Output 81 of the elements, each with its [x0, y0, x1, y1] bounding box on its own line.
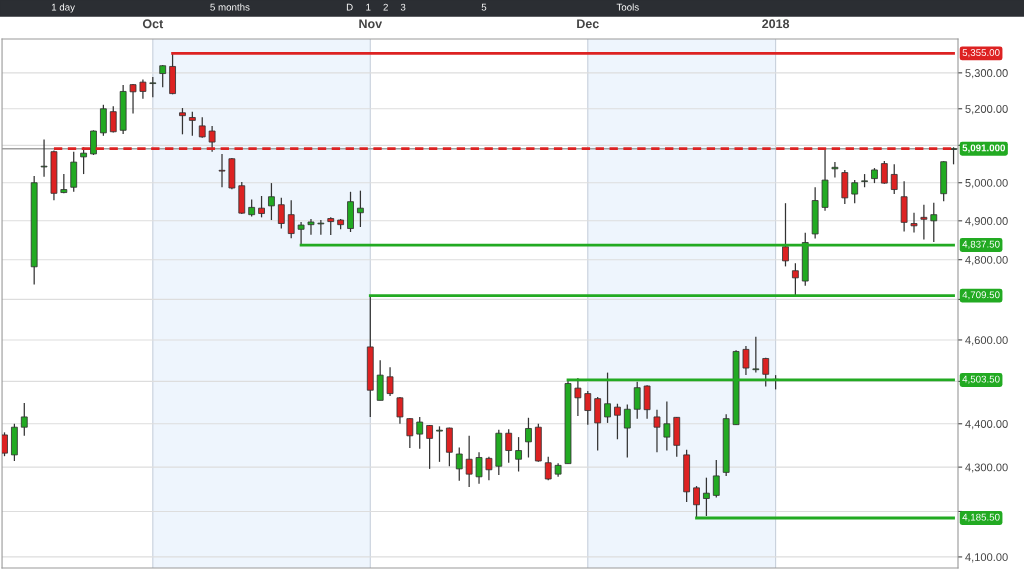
- candlestick: [653, 409, 661, 453]
- text: Tools: [616, 3, 639, 11]
- annotation: 5,355.00: [962, 49, 1000, 58]
- candlestick: [307, 218, 315, 236]
- ref-line-label: 5,091.000: [962, 144, 1006, 153]
- annotation: 4,185.50: [962, 513, 1000, 522]
- candlestick: [663, 400, 671, 452]
- candlestick: [525, 417, 532, 459]
- candlestick: [920, 204, 928, 241]
- candlestick: [188, 111, 196, 137]
- candlestick: [485, 456, 493, 481]
- candlestick: [465, 435, 473, 488]
- candlestick: [505, 428, 513, 464]
- candlestick: [159, 64, 167, 88]
- candlestick: [218, 153, 226, 188]
- x-tick-label: Dec: [577, 19, 599, 29]
- y-tick-label: 5,200.00: [965, 105, 1008, 115]
- y-tick-label: 4,100.00: [965, 553, 1008, 563]
- candlestick: [574, 377, 582, 417]
- y-tick-label: 4,900.00: [965, 217, 1008, 227]
- candlestick: [149, 76, 157, 98]
- candlestick: [851, 179, 859, 204]
- candlestick: [791, 262, 799, 297]
- candlestick: [139, 78, 147, 100]
- y-tick-label: 4,400.00: [965, 420, 1008, 430]
- candlestick: [386, 366, 394, 397]
- candlestick: [742, 345, 750, 376]
- annotation: 4,503.50: [962, 375, 1000, 384]
- candlestick: [2, 431, 8, 457]
- candlestick: [287, 199, 295, 239]
- y-tick-label: 5,000.00: [965, 178, 1008, 189]
- candlestick: [198, 116, 206, 139]
- candlestick: [109, 105, 117, 134]
- x-tick-label: Oct: [142, 19, 164, 29]
- candlestick: [40, 138, 48, 178]
- y-tick-label: 4,600.00: [965, 336, 1008, 346]
- y-tick-label: 4,300.00: [965, 463, 1008, 473]
- candlestick: [475, 451, 483, 485]
- x-tick-label: Nov: [359, 19, 383, 29]
- candlestick: [643, 384, 651, 420]
- annotation: 4,709.50: [962, 291, 1000, 300]
- candlestick: [762, 357, 770, 388]
- candlestick: [258, 195, 265, 218]
- candlestick: [880, 160, 888, 185]
- candlestick: [782, 202, 789, 268]
- candlestick: [930, 202, 938, 243]
- candlestick: [455, 446, 463, 482]
- candlestick: [277, 197, 285, 230]
- candlestick: [129, 83, 137, 115]
- y-tick-label: 4,800.00: [965, 255, 1008, 266]
- candlestick: [910, 212, 918, 234]
- candlestick: [623, 403, 631, 459]
- text: 1 day: [51, 3, 75, 13]
- text: 2: [383, 3, 388, 11]
- candlestick: [515, 436, 522, 473]
- candlestick: [317, 219, 325, 236]
- x-tick-label: 2018: [762, 19, 790, 29]
- candlestick: [406, 417, 414, 449]
- candlestick: [584, 390, 592, 426]
- candlestick: [890, 163, 898, 195]
- text: 3: [400, 3, 406, 11]
- candlestick: [712, 459, 720, 499]
- text: D: [346, 3, 353, 11]
- candlestick: [614, 403, 621, 440]
- candlestick: [179, 107, 186, 135]
- candlestick: [416, 416, 424, 450]
- candlestick: [831, 161, 839, 179]
- candlestick: [20, 402, 28, 437]
- text: 5: [481, 3, 487, 11]
- candlestick: [693, 485, 700, 519]
- y-tick-label: 5,300.00: [965, 69, 1008, 79]
- candlestick: [396, 396, 404, 425]
- candlestick: [357, 190, 364, 228]
- candlestick: [90, 129, 97, 156]
- text: 1: [366, 3, 371, 11]
- candlestick: [436, 425, 443, 463]
- candlestick: [268, 182, 275, 221]
- text: 5 months: [210, 3, 250, 11]
- candlestick: [752, 336, 760, 374]
- candlestick: [426, 424, 433, 470]
- annotation: 4,837.50: [962, 240, 1000, 249]
